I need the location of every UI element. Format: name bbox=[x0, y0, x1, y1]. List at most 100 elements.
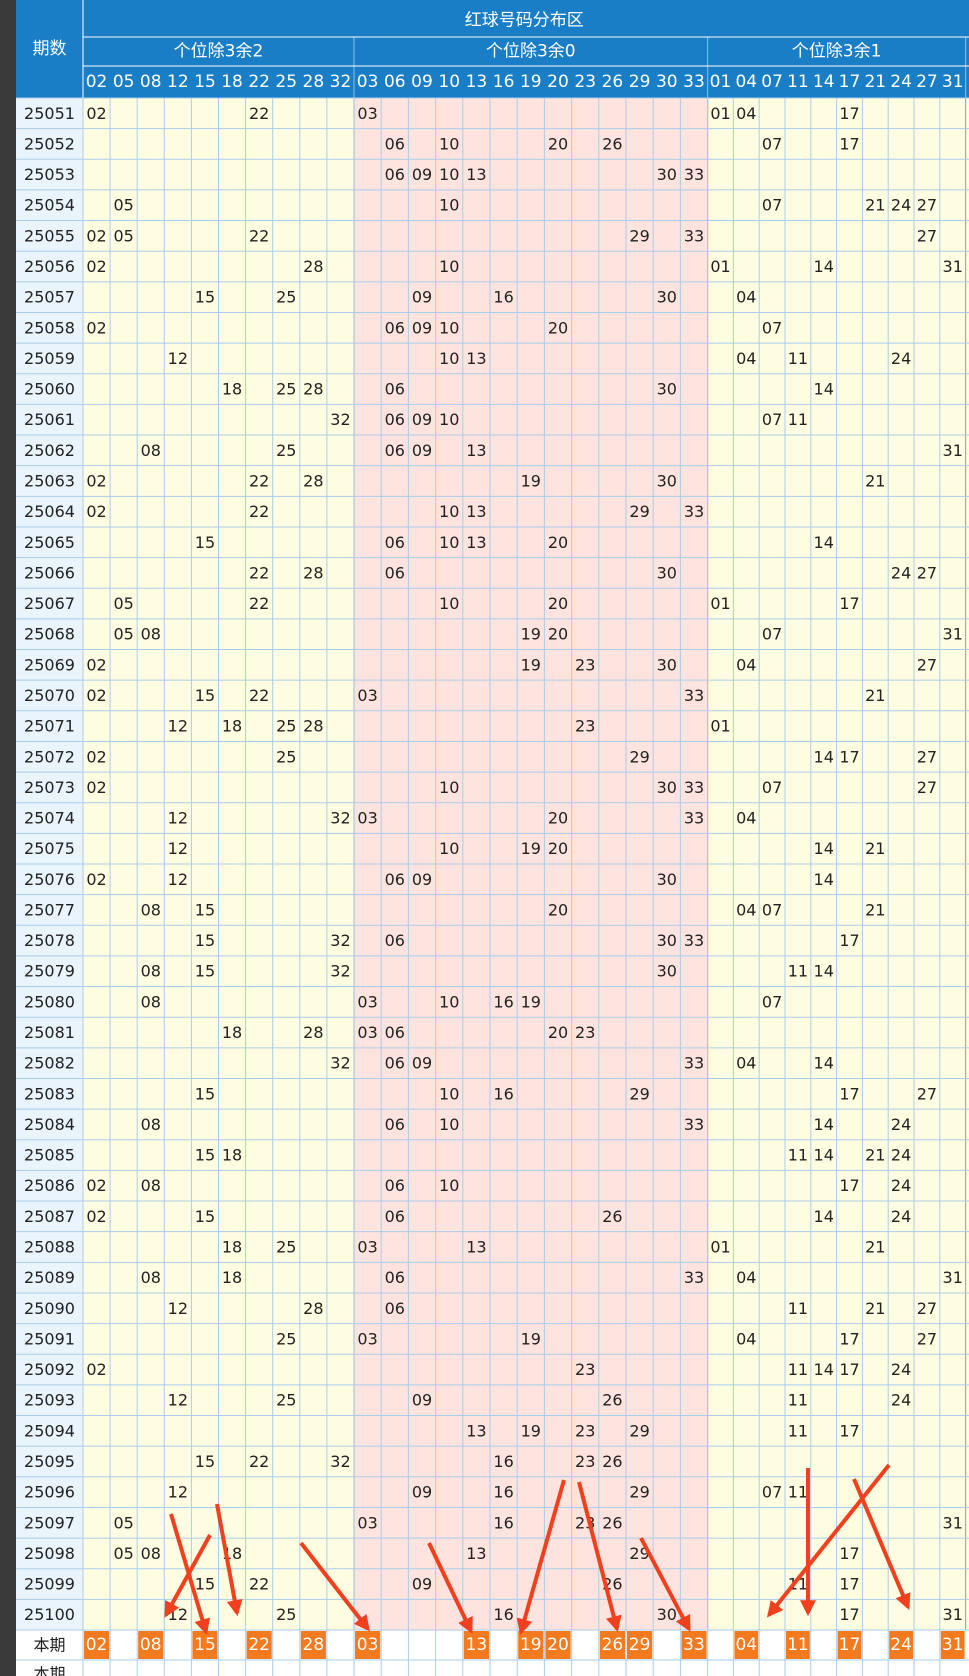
drawn-number: 17 bbox=[839, 594, 859, 613]
drawn-number: 10 bbox=[439, 778, 459, 797]
column-header: 05 bbox=[113, 72, 135, 92]
header-bg bbox=[16, 0, 969, 98]
drawn-number: 06 bbox=[385, 380, 405, 399]
drawn-number: 16 bbox=[493, 288, 513, 307]
drawn-number: 31 bbox=[943, 257, 963, 276]
arrow bbox=[215, 1503, 243, 1617]
drawn-number: 06 bbox=[385, 1268, 405, 1287]
column-header: 06 bbox=[384, 72, 406, 92]
drawn-number: 24 bbox=[891, 196, 911, 215]
drawn-number: 12 bbox=[168, 839, 188, 858]
drawn-number: 23 bbox=[575, 1452, 595, 1471]
drawn-number: 24 bbox=[891, 1360, 911, 1379]
drawn-number: 16 bbox=[493, 1605, 513, 1624]
drawn-number: 27 bbox=[917, 747, 937, 766]
drawn-number: 16 bbox=[493, 1513, 513, 1532]
drawn-number: 02 bbox=[86, 1360, 106, 1379]
column-header: 20 bbox=[547, 72, 569, 92]
drawn-number: 16 bbox=[493, 1452, 513, 1471]
drawn-number: 27 bbox=[917, 196, 937, 215]
drawn-number: 18 bbox=[222, 380, 242, 399]
drawn-number: 12 bbox=[168, 1483, 188, 1502]
drawn-number: 17 bbox=[839, 1084, 859, 1103]
period: 25069 bbox=[24, 655, 75, 674]
column-header: 16 bbox=[493, 72, 515, 92]
highlight-cell bbox=[138, 1631, 164, 1659]
drawn-number: 20 bbox=[548, 134, 568, 153]
drawn-number: 02 bbox=[86, 870, 106, 889]
column-header: 09 bbox=[411, 72, 433, 92]
highlight-cell bbox=[940, 1631, 965, 1659]
column-header: 22 bbox=[248, 72, 270, 92]
drawn-number: 09 bbox=[412, 288, 432, 307]
arrow bbox=[852, 1478, 911, 1610]
drawn-number: 02 bbox=[86, 257, 106, 276]
period: 25052 bbox=[24, 134, 75, 153]
drawn-number: 15 bbox=[195, 288, 215, 307]
drawn-number: 07 bbox=[762, 134, 782, 153]
drawn-number: 09 bbox=[412, 1054, 432, 1073]
drawn-number: 23 bbox=[575, 1421, 595, 1440]
drawn-number: 11 bbox=[788, 1421, 808, 1440]
drawn-number: 22 bbox=[249, 686, 269, 705]
drawn-number: 29 bbox=[629, 747, 649, 766]
drawn-number: 33 bbox=[684, 226, 704, 245]
drawn-number: 13 bbox=[466, 441, 486, 460]
drawn-number: 01 bbox=[710, 257, 730, 276]
drawn-number: 21 bbox=[865, 686, 885, 705]
arrow bbox=[299, 1541, 370, 1632]
drawn-number: 08 bbox=[141, 441, 161, 460]
period: 25051 bbox=[24, 104, 75, 123]
drawn-number: 08 bbox=[141, 1115, 161, 1134]
drawn-number: 21 bbox=[865, 472, 885, 491]
drawn-number: 04 bbox=[736, 104, 756, 123]
drawn-number: 25 bbox=[276, 441, 296, 460]
drawn-number: 29 bbox=[629, 502, 649, 521]
drawn-number: 15 bbox=[195, 1575, 215, 1594]
drawn-number: 21 bbox=[865, 1299, 885, 1318]
column-header: 27 bbox=[916, 72, 938, 92]
arrow bbox=[767, 1463, 891, 1618]
drawn-number: 22 bbox=[249, 563, 269, 582]
drawn-number: 32 bbox=[330, 410, 350, 429]
drawn-number: 09 bbox=[412, 165, 432, 184]
drawn-number: 06 bbox=[385, 410, 405, 429]
drawn-number: 23 bbox=[575, 1023, 595, 1042]
drawn-number: 20 bbox=[548, 1023, 568, 1042]
drawn-number: 15 bbox=[195, 533, 215, 552]
period: 25077 bbox=[24, 900, 75, 919]
period: 25081 bbox=[24, 1023, 75, 1042]
period: 25093 bbox=[24, 1391, 75, 1410]
drawn-number: 21 bbox=[865, 1146, 885, 1165]
drawn-number: 33 bbox=[684, 502, 704, 521]
drawn-number: 30 bbox=[657, 165, 677, 184]
period: 25084 bbox=[24, 1115, 75, 1134]
drawn-number: 07 bbox=[762, 625, 782, 644]
drawn-number: 30 bbox=[657, 778, 677, 797]
drawn-number: 10 bbox=[439, 1115, 459, 1134]
drawn-number: 26 bbox=[602, 1513, 622, 1532]
drawn-number: 03 bbox=[357, 1513, 377, 1532]
drawn-number: 07 bbox=[762, 410, 782, 429]
current-number: 19 bbox=[520, 1635, 542, 1655]
drawn-number: 29 bbox=[629, 1483, 649, 1502]
highlight-cell bbox=[518, 1631, 544, 1659]
drawn-number: 21 bbox=[865, 1238, 885, 1257]
period: 25089 bbox=[24, 1268, 75, 1287]
drawn-number: 10 bbox=[439, 257, 459, 276]
group-header: 个位除3余1 bbox=[792, 42, 882, 62]
drawn-number: 09 bbox=[412, 441, 432, 460]
column-header: 32 bbox=[330, 72, 352, 92]
drawn-number: 13 bbox=[466, 1421, 486, 1440]
drawn-number: 25 bbox=[276, 747, 296, 766]
drawn-number: 10 bbox=[439, 533, 459, 552]
highlight-cell bbox=[599, 1631, 625, 1659]
drawn-number: 18 bbox=[222, 1023, 242, 1042]
period: 25097 bbox=[24, 1513, 75, 1532]
current-row-bg bbox=[16, 1630, 969, 1660]
arrow bbox=[427, 1542, 473, 1634]
drawn-number: 20 bbox=[548, 318, 568, 337]
drawn-number: 06 bbox=[385, 1176, 405, 1195]
drawn-number: 30 bbox=[657, 962, 677, 981]
period: 25073 bbox=[24, 778, 75, 797]
